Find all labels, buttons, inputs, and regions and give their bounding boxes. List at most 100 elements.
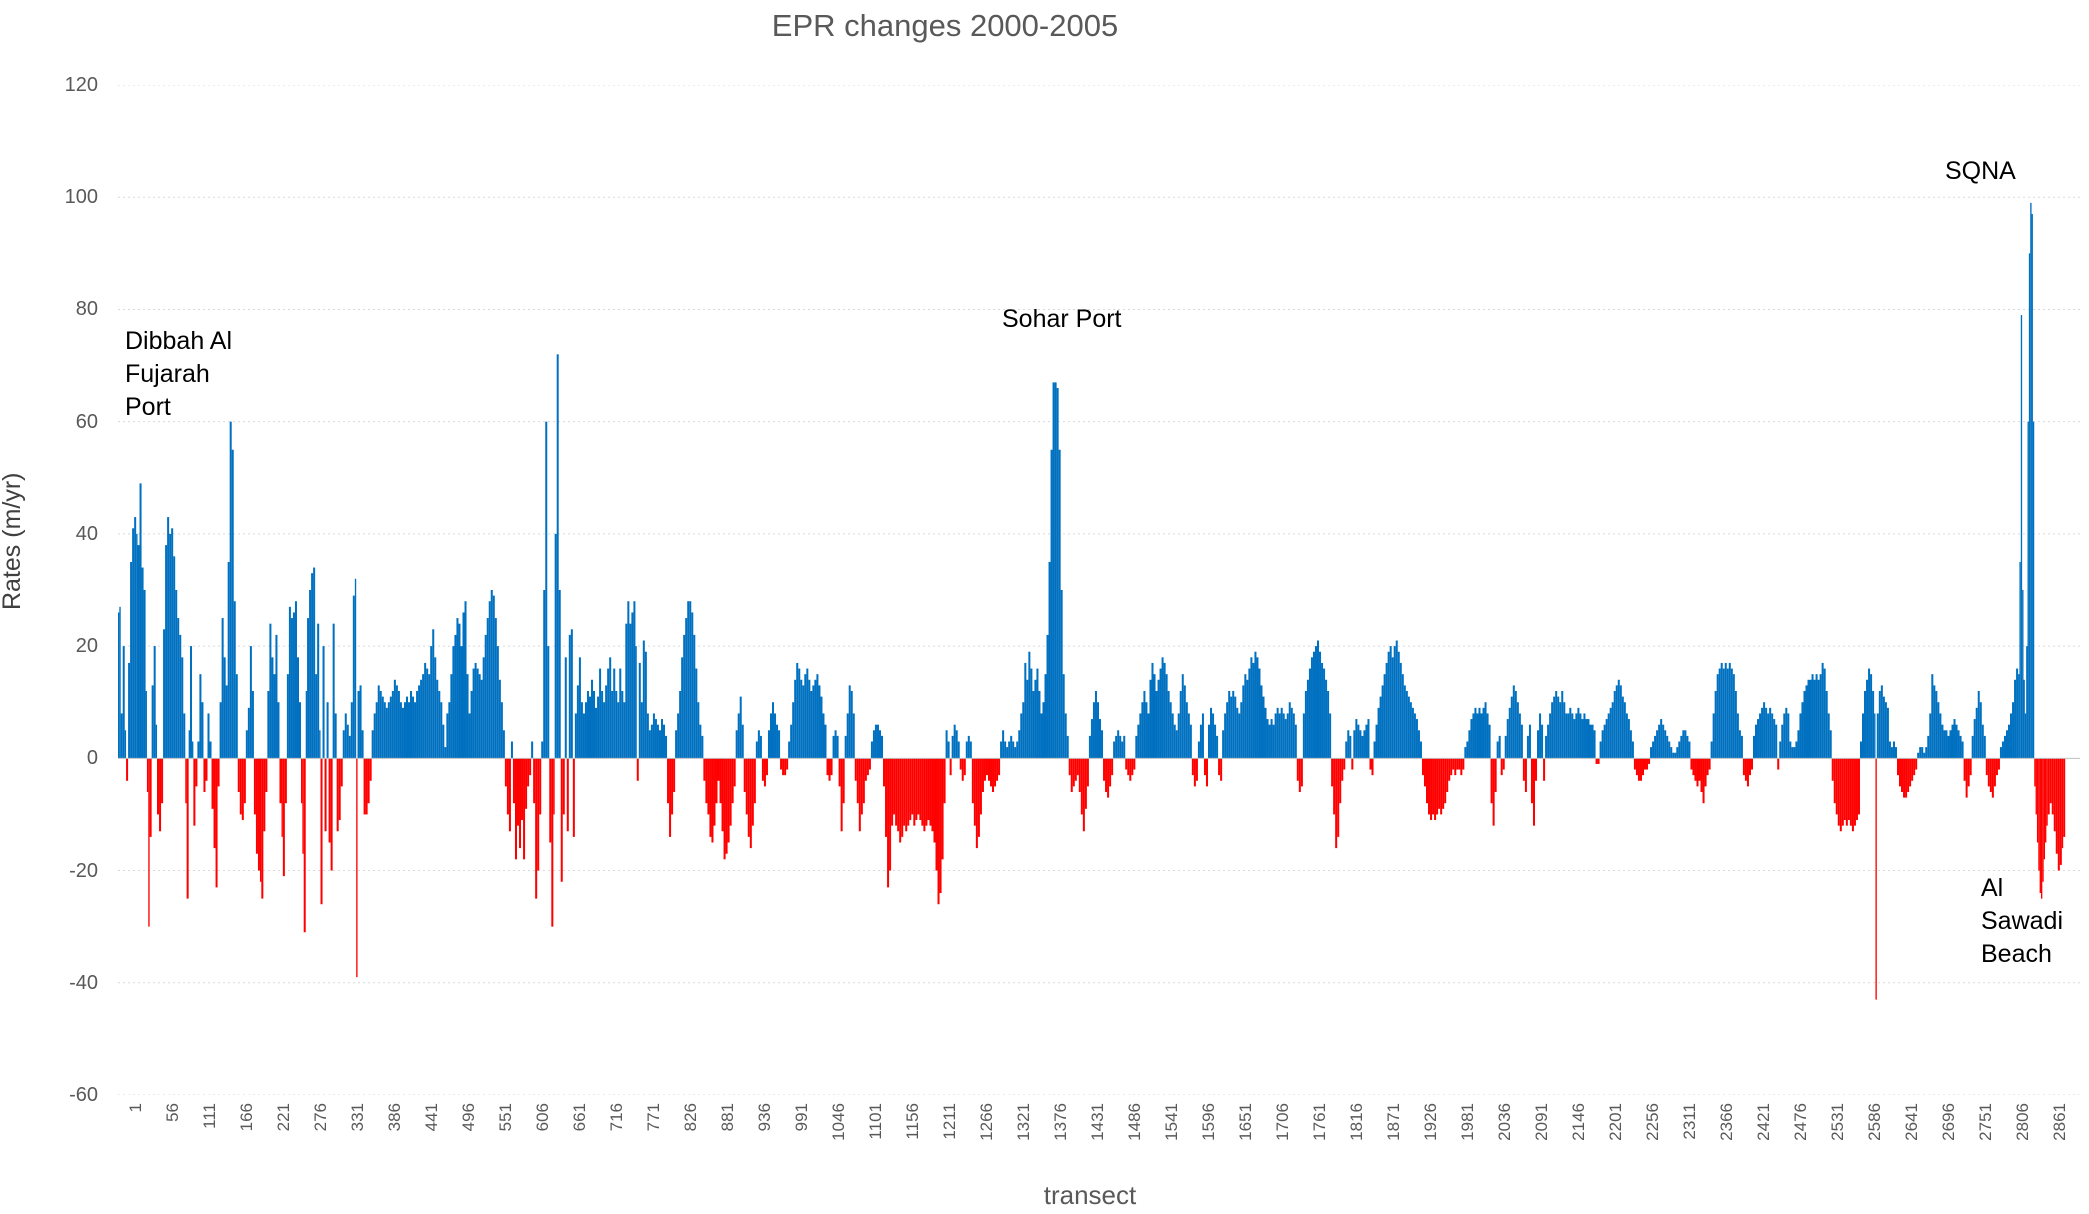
bar [241, 758, 244, 821]
x-tick-label: 166 [237, 1103, 257, 1132]
x-tick-label: 1871 [1384, 1103, 1404, 1141]
bar [1987, 758, 1990, 787]
bar [1444, 758, 1447, 804]
bar [2051, 758, 2054, 815]
bar [1955, 724, 1958, 759]
bar [1722, 668, 1725, 759]
bar [199, 674, 202, 759]
bar [897, 758, 900, 832]
bar [566, 758, 569, 832]
bar [1131, 758, 1134, 776]
bar [977, 758, 980, 837]
bar [1682, 730, 1685, 759]
bar [436, 679, 439, 759]
bar [953, 724, 956, 759]
bar [887, 758, 890, 888]
bar [1018, 730, 1021, 759]
bar [1947, 735, 1950, 759]
bar [539, 758, 542, 815]
x-tick-label: 441 [422, 1103, 442, 1132]
bar [1317, 640, 1320, 759]
chart-title: EPR changes 2000-2005 [771, 8, 1119, 43]
bar [1456, 758, 1459, 770]
bar [979, 758, 982, 815]
bar [257, 758, 260, 871]
x-tick-label: 881 [718, 1103, 738, 1132]
bar [885, 758, 888, 837]
bar [383, 702, 386, 759]
bar [617, 702, 620, 759]
bar [547, 646, 550, 759]
bar [387, 702, 390, 759]
bar [151, 685, 154, 759]
bar [1983, 735, 1986, 759]
bar [1724, 662, 1727, 759]
bar [132, 528, 135, 759]
x-tick-label: 716 [607, 1103, 627, 1132]
bar [1831, 758, 1834, 781]
bar [818, 685, 821, 759]
bar [2063, 758, 2066, 837]
bar [1813, 679, 1816, 759]
bar [197, 741, 200, 759]
bar [778, 730, 781, 759]
bar [221, 618, 224, 759]
bar [1121, 741, 1124, 759]
bar [749, 758, 752, 849]
bar [983, 758, 986, 781]
bar [1975, 707, 1978, 759]
bar [1058, 449, 1061, 759]
bar [338, 758, 341, 821]
bar [1803, 691, 1806, 759]
bar [1028, 651, 1031, 759]
bar [1270, 719, 1273, 759]
bar [1579, 713, 1582, 759]
bar [729, 758, 732, 826]
bar [357, 691, 360, 759]
bar [1811, 674, 1814, 759]
bar [1973, 719, 1976, 759]
bar [759, 735, 762, 759]
bar [157, 758, 160, 815]
bar [1543, 758, 1546, 781]
bar [1266, 719, 1269, 759]
bar [1599, 741, 1602, 759]
bar [1841, 758, 1844, 826]
bar [1365, 724, 1368, 759]
bar [185, 758, 187, 804]
bar [838, 758, 841, 787]
bar [603, 702, 606, 759]
bar [537, 758, 540, 871]
bar [727, 758, 730, 843]
bar [2043, 758, 2046, 860]
x-tick-label: 276 [311, 1103, 331, 1132]
bar [1252, 662, 1255, 759]
bar [468, 713, 471, 759]
bar [1242, 685, 1245, 759]
bar [671, 758, 674, 815]
bar [1278, 713, 1281, 759]
bar [1476, 713, 1479, 759]
bar [2027, 421, 2029, 759]
bar [1111, 758, 1114, 776]
bar [2039, 758, 2041, 893]
bar [1742, 758, 1745, 776]
bar [1894, 747, 1897, 759]
bar [2061, 758, 2064, 849]
x-tick-label: 2531 [1828, 1103, 1848, 1141]
bar [2036, 758, 2039, 843]
bar [629, 623, 632, 759]
bar [1504, 735, 1507, 759]
bar [1773, 719, 1776, 759]
bar [1872, 691, 1875, 759]
x-axis-title: transect [1043, 1180, 1137, 1210]
bar [239, 758, 242, 815]
bar [1925, 747, 1928, 759]
bar [1583, 713, 1586, 759]
bar [488, 601, 491, 759]
bar [640, 702, 643, 759]
bar [761, 758, 764, 781]
bar [1783, 713, 1786, 759]
bar [836, 735, 839, 759]
bar [1565, 713, 1568, 759]
